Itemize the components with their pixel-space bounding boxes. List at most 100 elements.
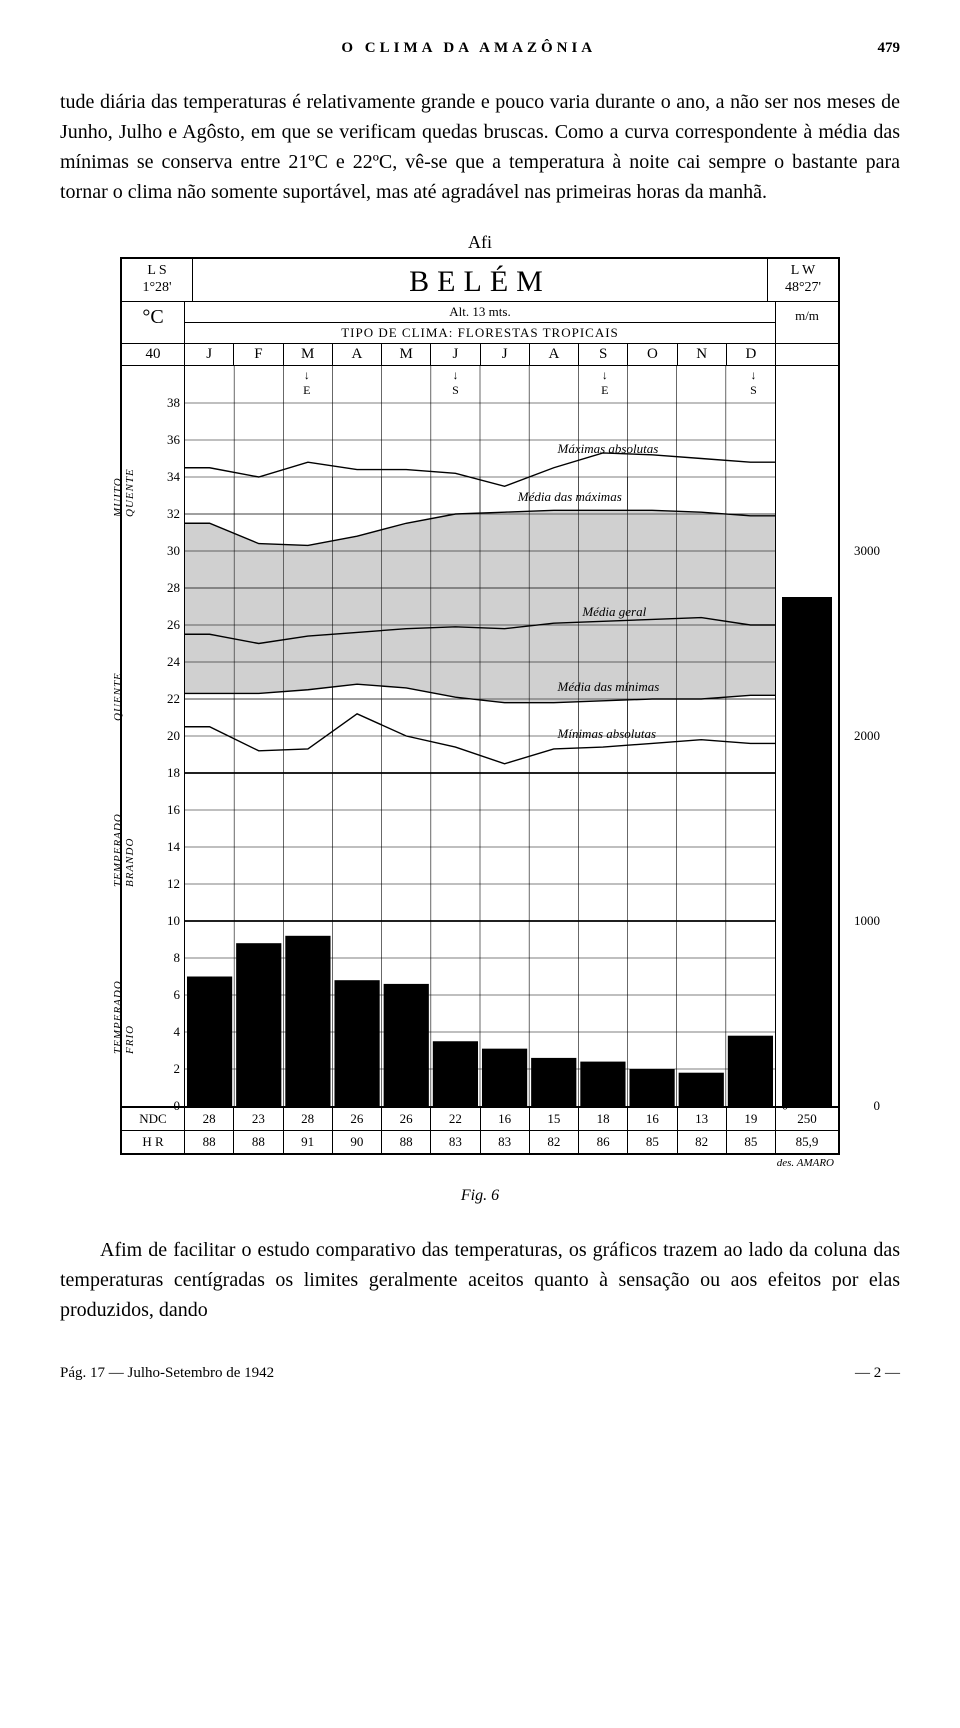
month-header: M [382,344,431,365]
data-cell: 82 [530,1131,579,1153]
row-total: 85,9 [776,1131,838,1153]
footer-left: Pág. 17 — Julho-Setembro de 1942 [60,1365,274,1382]
chart-frame: L S 1°28' BELÉM L W 48°27' °C Alt. 13 mt… [120,257,840,1155]
y-axis-left: 38363432302826242220181614121086420MUITO… [122,366,185,1106]
data-cell: 91 [284,1131,333,1153]
annual-precip-bar [782,597,832,1106]
plot-canvas: ↓E ↓S ↓E ↓S Máximas absolutas Média das máxim… [185,366,775,1106]
data-cell: 82 [678,1131,727,1153]
month-header: D [727,344,775,365]
y-tick-annual-mm: 2000 [854,728,880,744]
month-header: J [185,344,234,365]
data-cell: 15 [530,1108,579,1130]
data-cell: 18 [579,1108,628,1130]
data-cell: 90 [333,1131,382,1153]
series-label: Média das mínimas [558,679,660,695]
equinox-marker: ↓S [452,368,459,398]
y-tick-annual-mm: 1000 [854,913,880,929]
page-header: O CLIMA DA AMAZÔNIA 479 [60,40,900,57]
month-header: O [628,344,677,365]
y-tick-c: 16 [167,802,180,818]
data-cell: 19 [727,1108,776,1130]
zone-label: QUENTE [112,641,124,721]
series-label: Média das máximas [518,489,622,505]
equinox-marker: ↓E [303,368,310,398]
y-tick-c: 36 [167,432,180,448]
month-header: A [333,344,382,365]
y-axis-right: 60050040030020010003000200010000 [775,366,838,1106]
data-cell: 16 [481,1108,530,1130]
y-tick-c: 34 [167,469,180,485]
ndc-row: NDC282328262622161518161319250 [122,1108,838,1131]
chart-title-row: L S 1°28' BELÉM L W 48°27' [122,259,838,302]
y-tick-c: 26 [167,617,180,633]
y-tick-c: 8 [174,950,181,966]
climate-type: TIPO DE CLIMA: FLORESTAS TROPICAIS [185,323,775,343]
y-tick-c: 38 [167,395,180,411]
paragraph-2: Afim de facilitar o estudo comparativo d… [60,1235,900,1325]
data-cell: 28 [284,1108,333,1130]
month-header: N [678,344,727,365]
month-header: J [481,344,530,365]
data-cell: 88 [185,1131,234,1153]
data-cell: 26 [382,1108,431,1130]
month-header: S [579,344,628,365]
y-tick-c: 32 [167,506,180,522]
y-tick-c: 30 [167,543,180,559]
y-tick-c: 20 [167,728,180,744]
y-tick-c: 4 [174,1024,181,1040]
unit-mm: m/m [775,302,838,343]
month-header: M [284,344,333,365]
zone-label: MUITO QUENTE [112,437,136,517]
series-label: Mínimas absolutas [558,726,657,742]
data-cell: 28 [185,1108,234,1130]
data-cell: 23 [234,1108,283,1130]
series-label: Média geral [582,604,646,620]
data-table: NDC282328262622161518161319250 H R888891… [122,1106,838,1153]
months-row: 40 JFMAMJJASOND [122,344,838,366]
data-cell: 85 [727,1131,776,1153]
month-header: F [234,344,283,365]
chart-subheader: °C Alt. 13 mts. TIPO DE CLIMA: FLORESTAS… [122,302,838,344]
corner-ls: L S 1°28' [122,259,193,301]
y-tick-c: 14 [167,839,180,855]
y-tick-annual-mm: 3000 [854,543,880,559]
corner-lw: L W 48°27' [767,259,838,301]
altitude: Alt. 13 mts. [185,302,775,323]
page-footer: Pág. 17 — Julho-Setembro de 1942 — 2 — [60,1365,900,1382]
climate-chart: Afi L S 1°28' BELÉM L W 48°27' °C Alt. 1… [120,232,840,1169]
plot-area: 38363432302826242220181614121086420MUITO… [122,366,838,1106]
running-title: O CLIMA DA AMAZÔNIA [60,40,878,57]
paragraph-1: tude diária das temperaturas é relativam… [60,87,900,207]
y-tick-c: 10 [167,913,180,929]
footer-right: — 2 — [855,1365,900,1382]
y-tick-c: 24 [167,654,180,670]
y-tick-c: 28 [167,580,180,596]
data-cell: 83 [481,1131,530,1153]
data-cell: 88 [382,1131,431,1153]
y-tick-c: 18 [167,765,180,781]
page-number: 479 [878,40,901,57]
unit-c: °C [122,302,185,343]
y-tick-c: 12 [167,876,180,892]
equinox-marker: ↓E [601,368,608,398]
data-cell: 13 [678,1108,727,1130]
data-cell: 86 [579,1131,628,1153]
y-tick-c: 2 [174,1061,181,1077]
month-header: J [431,344,480,365]
afi-label: Afi [120,232,840,253]
month-header: A [530,344,579,365]
y-top-tick: 40 [122,344,185,365]
figure-caption: Fig. 6 [60,1187,900,1205]
row-label: H R [122,1131,185,1153]
station-name: BELÉM [193,259,767,301]
data-cell: 88 [234,1131,283,1153]
series-label: Máximas absolutas [558,441,659,457]
data-cell: 26 [333,1108,382,1130]
data-cell: 83 [431,1131,480,1153]
zone-label: TEMPERADO BRANDO [112,807,136,887]
data-cell: 16 [628,1108,677,1130]
equinox-marker: ↓S [750,368,757,398]
chart-credit: des. AMARO [120,1155,840,1169]
y-tick-annual-mm: 0 [874,1098,881,1114]
